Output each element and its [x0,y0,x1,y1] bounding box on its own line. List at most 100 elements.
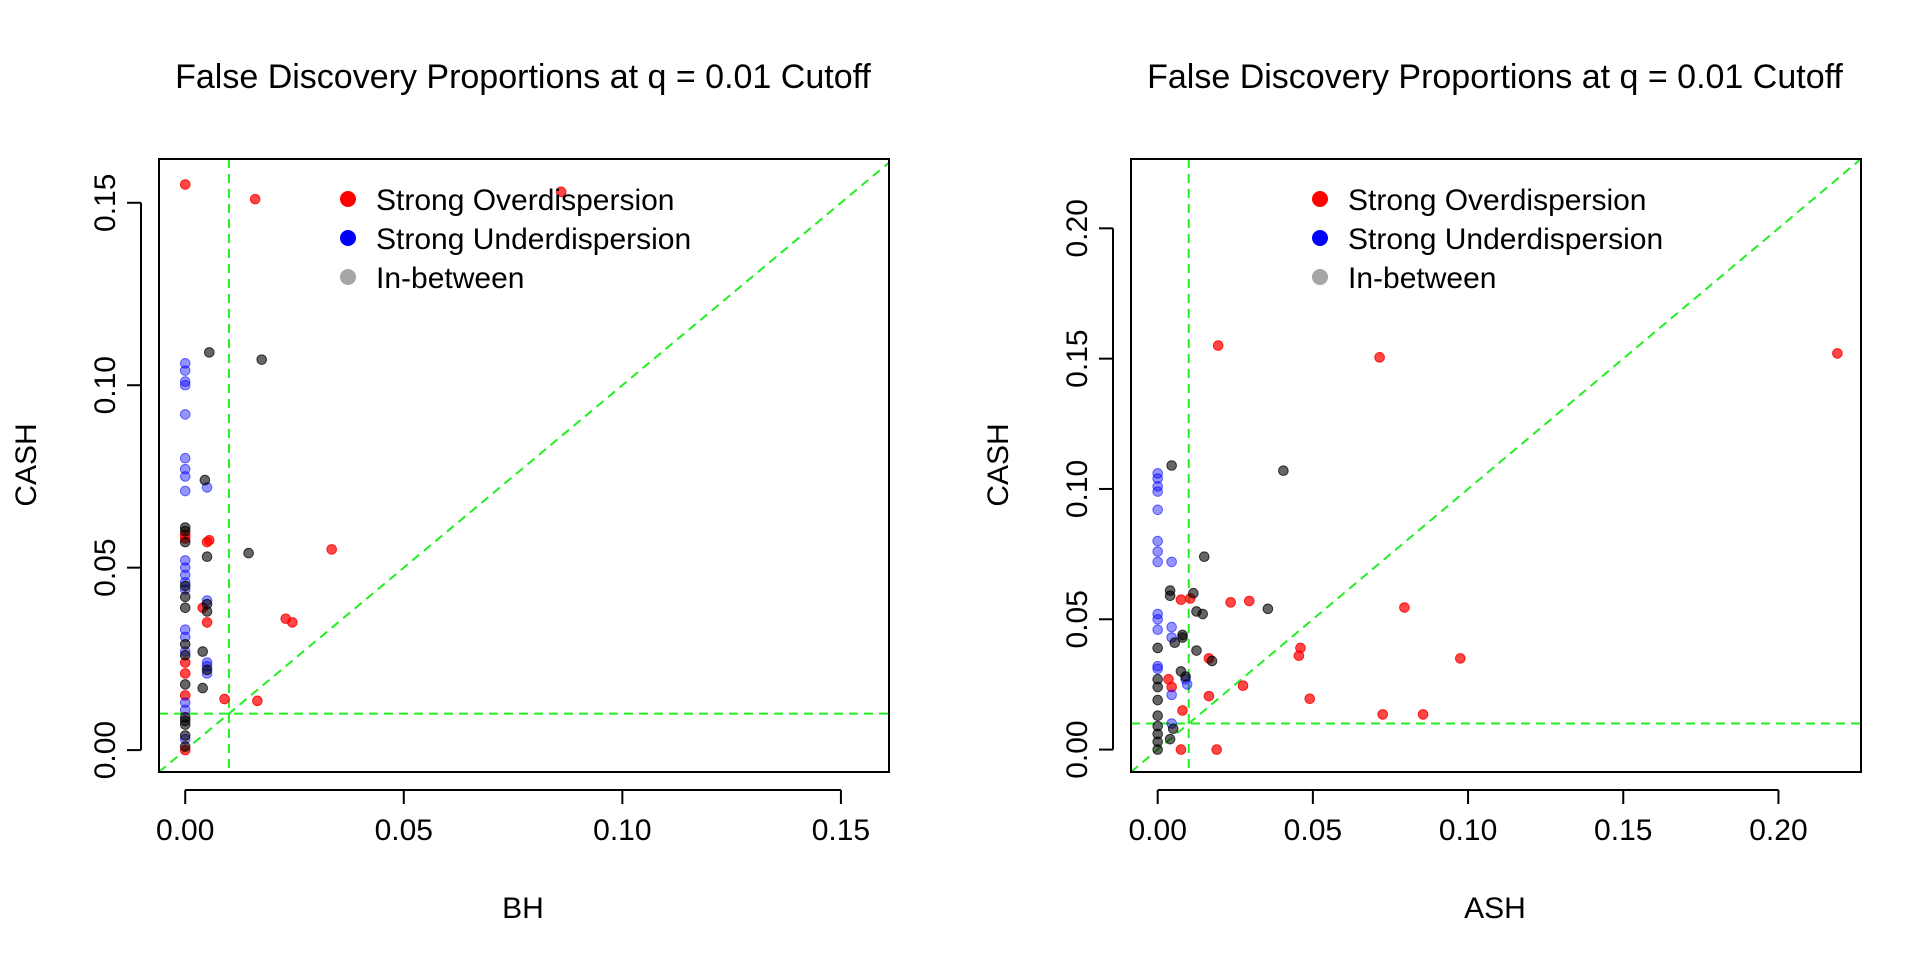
right-legend-label-overdispersion: Strong Overdispersion [1348,184,1646,217]
right-x-tick-label: 0.10 [1439,814,1497,847]
right-legend-marker-underdispersion [1312,230,1328,246]
right-point-underdispersion [1166,621,1177,633]
right-point-overdispersion [1832,348,1843,359]
right-point-overdispersion [1175,744,1187,755]
left-point-overdispersion [179,179,191,190]
right-point-underdispersion [1152,556,1163,568]
right-point-overdispersion [1243,595,1255,607]
right-point-underdispersion [1152,660,1163,672]
left-x-tick-label: 0.05 [375,814,433,847]
left-point-underdispersion [179,463,191,475]
right-point-in-between [1152,744,1163,755]
left-legend-label-underdispersion: Strong Underdispersion [376,223,691,256]
right-point-underdispersion [1166,689,1177,701]
left-legend-label-in-between: In-between [376,262,524,295]
right-point-overdispersion [1374,352,1385,363]
right-point-in-between [1164,733,1176,745]
right-points [1152,340,1843,755]
right-point-overdispersion [1203,690,1215,702]
right-x-tick-label: 0.20 [1749,814,1807,847]
right-point-in-between [1177,632,1188,643]
right-point-underdispersion [1152,486,1163,497]
left-x-axis-label: BH [502,892,544,925]
right-point-underdispersion [1166,556,1177,568]
right-point-overdispersion [1212,340,1224,351]
left-legend: Strong Overdispersion Strong Underdisper… [340,184,691,295]
left-point-underdispersion [179,409,191,420]
right-point-overdispersion [1166,681,1177,693]
right-point-overdispersion [1455,653,1466,664]
right-legend: Strong Overdispersion Strong Underdisper… [1312,184,1663,295]
right-point-in-between [1197,608,1208,620]
left-point-in-between [179,602,191,614]
left-point-overdispersion [179,668,191,679]
left-point-in-between [179,525,191,537]
right-point-overdispersion [1304,693,1316,705]
right-x-axis-label: ASH [1464,892,1526,925]
left-point-underdispersion [179,485,191,497]
right-legend-marker-in-between [1312,269,1328,285]
right-legend-label-in-between: In-between [1348,262,1496,295]
right-y-tick-label: 0.05 [1061,590,1094,648]
left-point-in-between [201,664,213,676]
left-point-in-between [179,679,191,690]
right-point-in-between [1206,655,1218,667]
right-point-overdispersion [1417,709,1429,720]
left-point-in-between [201,551,213,563]
left-point-underdispersion [179,697,191,708]
left-point-overdispersion [219,693,230,705]
left-point-in-between [201,606,213,617]
left-point-overdispersion [203,535,215,546]
right-identity-line [1131,159,1861,772]
left-point-in-between [179,741,191,752]
right-axes: 0.00 0.05 0.10 0.15 0.20 0.00 0.05 0.10 0.15 0.20 [1061,199,1808,847]
right-point-underdispersion [1152,546,1163,557]
right-x-tick-label: 0.00 [1128,814,1186,847]
right-scatter-panel: False Discovery Proportions at q = 0.01 … [982,58,1862,925]
left-point-underdispersion [179,358,191,369]
right-legend-label-underdispersion: Strong Underdispersion [1348,223,1663,256]
left-y-tick-label: 0.05 [89,538,122,596]
left-identity-line [159,161,889,772]
left-point-underdispersion [179,562,191,573]
right-point-underdispersion [1152,535,1163,547]
right-point-overdispersion [1399,602,1410,613]
left-legend-marker-in-between [340,269,356,285]
left-point-in-between [179,719,191,730]
right-chart-title: False Discovery Proportions at q = 0.01 … [1147,58,1843,96]
right-point-overdispersion [1377,709,1389,720]
left-point-overdispersion [555,186,567,198]
left-x-tick-label: 0.10 [593,814,651,847]
left-legend-marker-underdispersion [340,230,356,246]
left-point-in-between [243,547,254,559]
right-y-axis-label: CASH [982,423,1015,506]
right-plot-frame [1130,158,1862,773]
left-y-tick-label: 0.15 [89,174,122,232]
right-point-in-between [1166,460,1177,471]
left-y-tick-label: 0.10 [89,356,122,414]
left-point-underdispersion [179,376,191,387]
left-point-in-between [256,354,268,365]
left-point-underdispersion [179,365,191,376]
right-point-in-between [1198,551,1210,563]
right-point-in-between [1180,671,1191,682]
right-point-overdispersion [1225,597,1236,608]
right-point-overdispersion [1177,705,1188,716]
left-point-overdispersion [252,695,263,707]
right-point-in-between [1152,681,1163,693]
right-y-tick-label: 0.00 [1061,720,1094,778]
left-point-overdispersion [201,617,213,628]
right-point-in-between [1152,694,1163,706]
right-point-underdispersion [1152,504,1163,516]
left-point-overdispersion [179,690,191,701]
right-point-overdispersion [1237,680,1249,692]
right-x-tick-label: 0.05 [1284,814,1342,847]
left-y-axis-label: CASH [10,423,43,506]
right-y-tick-label: 0.15 [1061,329,1094,387]
right-point-in-between [1164,590,1176,602]
left-point-underdispersion [179,452,191,464]
right-point-in-between [1262,603,1274,615]
right-point-overdispersion [1175,594,1187,606]
